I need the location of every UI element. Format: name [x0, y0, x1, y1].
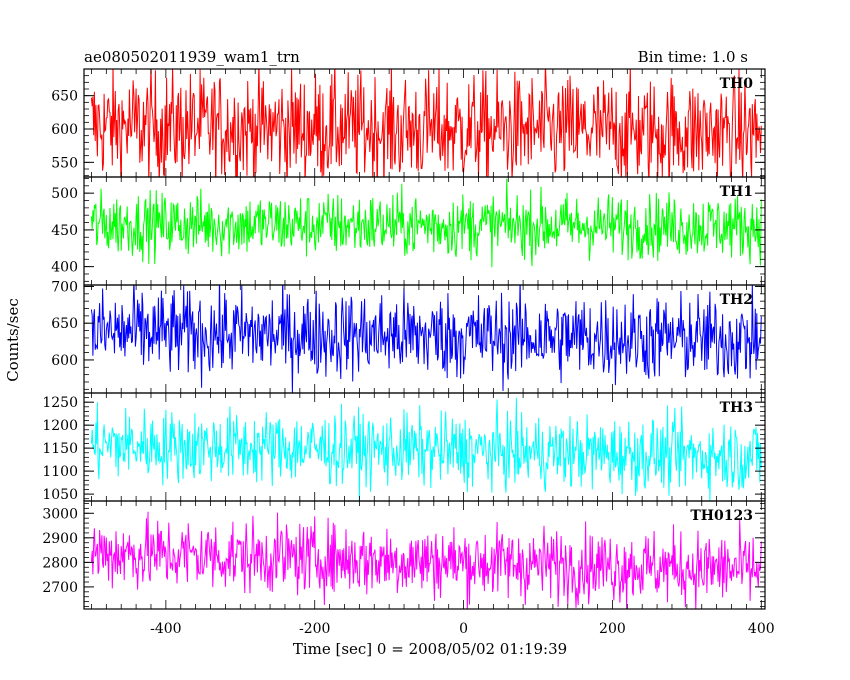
y-axis-title: Counts/sec — [4, 298, 22, 382]
series-line-th0 — [90, 69, 762, 177]
series-label-th0123: TH0123 — [690, 508, 753, 524]
y-tick-label: 1200 — [42, 418, 78, 434]
series-label-th1: TH1 — [720, 184, 753, 200]
y-tick-label: 3000 — [42, 506, 78, 522]
y-tick-label: 600 — [51, 122, 78, 138]
panel-th3: 1050 1100 1150 1200 1250 TH3 — [42, 392, 766, 503]
y-tick-label: 600 — [51, 353, 78, 369]
series-line-th0123 — [90, 511, 762, 609]
y-tick-label: 1050 — [42, 487, 78, 503]
panel-th0123: 2700 2800 2900 3000 TH0123 — [42, 500, 766, 610]
x-tick-label: 0 — [459, 621, 468, 637]
x-tick-label: 400 — [748, 621, 775, 637]
y-tick-label: 1250 — [42, 395, 78, 411]
y-tick-label: 450 — [51, 223, 78, 239]
y-tick-label: 650 — [51, 316, 78, 332]
series-label-th0: TH0 — [720, 76, 754, 92]
series-label-th2: TH2 — [720, 292, 753, 308]
panel-th2: 600 650 700 TH2 — [51, 279, 766, 394]
x-tick-label: -200 — [299, 621, 330, 637]
x-tick-label: -400 — [150, 621, 181, 637]
series-label-th3: TH3 — [720, 400, 753, 416]
chart-title: ae080502011939_wam1_trn — [84, 48, 300, 66]
y-tick-label: 700 — [51, 279, 78, 295]
y-tick-label: 400 — [51, 260, 78, 276]
y-tick-label: 550 — [51, 155, 78, 171]
series-line-th1 — [90, 178, 762, 268]
series-line-th2 — [90, 285, 762, 393]
panels: 550 600 650 TH0 400 450 500 TH1 600 650 700 TH2 1050… — [42, 68, 766, 610]
series-line-th3 — [90, 397, 762, 501]
y-tick-label: 500 — [51, 186, 78, 202]
y-tick-label: 2900 — [42, 531, 78, 547]
y-tick-label: 650 — [51, 89, 78, 105]
bin-time-label: Bin time: 1.0 s — [638, 48, 748, 66]
x-tick-label: 200 — [599, 621, 626, 637]
y-tick-label: 2700 — [42, 580, 78, 596]
panel-th0: 550 600 650 TH0 — [51, 68, 766, 178]
x-axis-title: Time [sec] 0 = 2008/05/02 01:19:39 — [293, 640, 567, 658]
panel-frame — [83, 500, 766, 610]
y-tick-label: 1150 — [42, 441, 78, 457]
x-axis: -400 -200 0 200 400 — [150, 621, 775, 637]
y-tick-label: 2800 — [42, 555, 78, 571]
y-tick-label: 1100 — [42, 464, 78, 480]
panel-th1: 400 450 500 TH1 — [51, 176, 766, 286]
